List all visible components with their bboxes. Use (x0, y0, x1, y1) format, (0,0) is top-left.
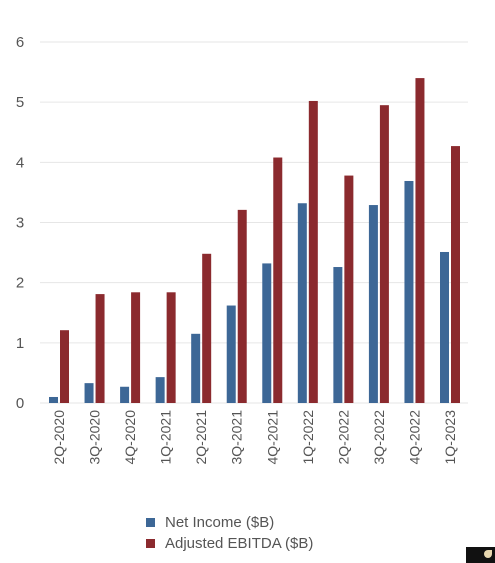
legend-swatch-adjusted-ebitda (146, 539, 155, 548)
y-tick-label: 2 (16, 275, 24, 292)
legend-item-adjusted-ebitda[interactable]: Adjusted EBITDA ($B) (146, 533, 313, 554)
bar-net-income (191, 333, 201, 403)
legend: Net Income ($B) Adjusted EBITDA ($B) (146, 512, 313, 554)
bar-net-income (440, 251, 449, 403)
x-tick-label: 1Q-2022 (300, 410, 316, 465)
x-tick-label: 2Q-2020 (51, 410, 67, 465)
x-tick-label: 4Q-2021 (264, 410, 280, 465)
bar-net-income (226, 305, 236, 403)
y-tick-label: 0 (16, 395, 24, 412)
y-tick-label: 4 (16, 154, 24, 171)
bar-adjusted-ebitda (95, 294, 105, 403)
legend-item-net-income[interactable]: Net Income ($B) (146, 512, 313, 533)
legend-label-net-income: Net Income ($B) (165, 514, 275, 531)
x-tick-label: 3Q-2021 (229, 410, 245, 465)
x-axis-ticks: 2Q-2020 3Q-2020 4Q-2020 1Q-2021 2Q-2021 3Q-20… (51, 410, 458, 465)
bar-adjusted-ebitda (131, 292, 141, 403)
bar-net-income (120, 386, 130, 403)
bar-adjusted-ebitda (379, 105, 389, 404)
bar-net-income (155, 377, 165, 403)
x-tick-label: 1Q-2023 (442, 410, 458, 465)
bar-net-income (333, 267, 343, 403)
bar-adjusted-ebitda (60, 330, 69, 403)
bar-net-income (297, 203, 307, 403)
x-tick-label: 1Q-2021 (158, 410, 174, 465)
bar-adjusted-ebitda (308, 100, 318, 404)
bar-net-income (49, 396, 58, 403)
y-tick-label: 1 (16, 335, 24, 352)
y-tick-label: 3 (16, 215, 24, 232)
bar-net-income (404, 180, 414, 403)
x-tick-label: 4Q-2020 (122, 410, 138, 465)
bar-adjusted-ebitda (237, 209, 247, 403)
bars (49, 78, 460, 404)
bar-adjusted-ebitda (415, 78, 425, 403)
gridlines (40, 41, 468, 404)
bar-adjusted-ebitda (451, 146, 460, 404)
bar-adjusted-ebitda (344, 175, 354, 403)
x-tick-label: 3Q-2020 (87, 410, 103, 465)
bar-adjusted-ebitda (166, 292, 176, 403)
x-tick-label: 4Q-2022 (406, 410, 422, 465)
y-axis-ticks: 0 1 2 3 4 5 6 (16, 34, 24, 412)
x-tick-label: 2Q-2022 (335, 410, 351, 465)
bar-adjusted-ebitda (202, 253, 212, 403)
legend-swatch-net-income (146, 518, 155, 527)
y-tick-label: 5 (16, 94, 24, 111)
x-tick-label: 3Q-2022 (371, 410, 387, 465)
y-tick-label: 6 (16, 34, 24, 51)
corner-thumbnail-detail (484, 550, 492, 558)
bar-net-income (368, 205, 378, 403)
legend-label-adjusted-ebitda: Adjusted EBITDA ($B) (165, 535, 314, 552)
x-tick-label: 2Q-2021 (193, 410, 209, 465)
bar-net-income (262, 263, 272, 403)
bar-adjusted-ebitda (273, 157, 283, 403)
bar-net-income (84, 383, 94, 403)
